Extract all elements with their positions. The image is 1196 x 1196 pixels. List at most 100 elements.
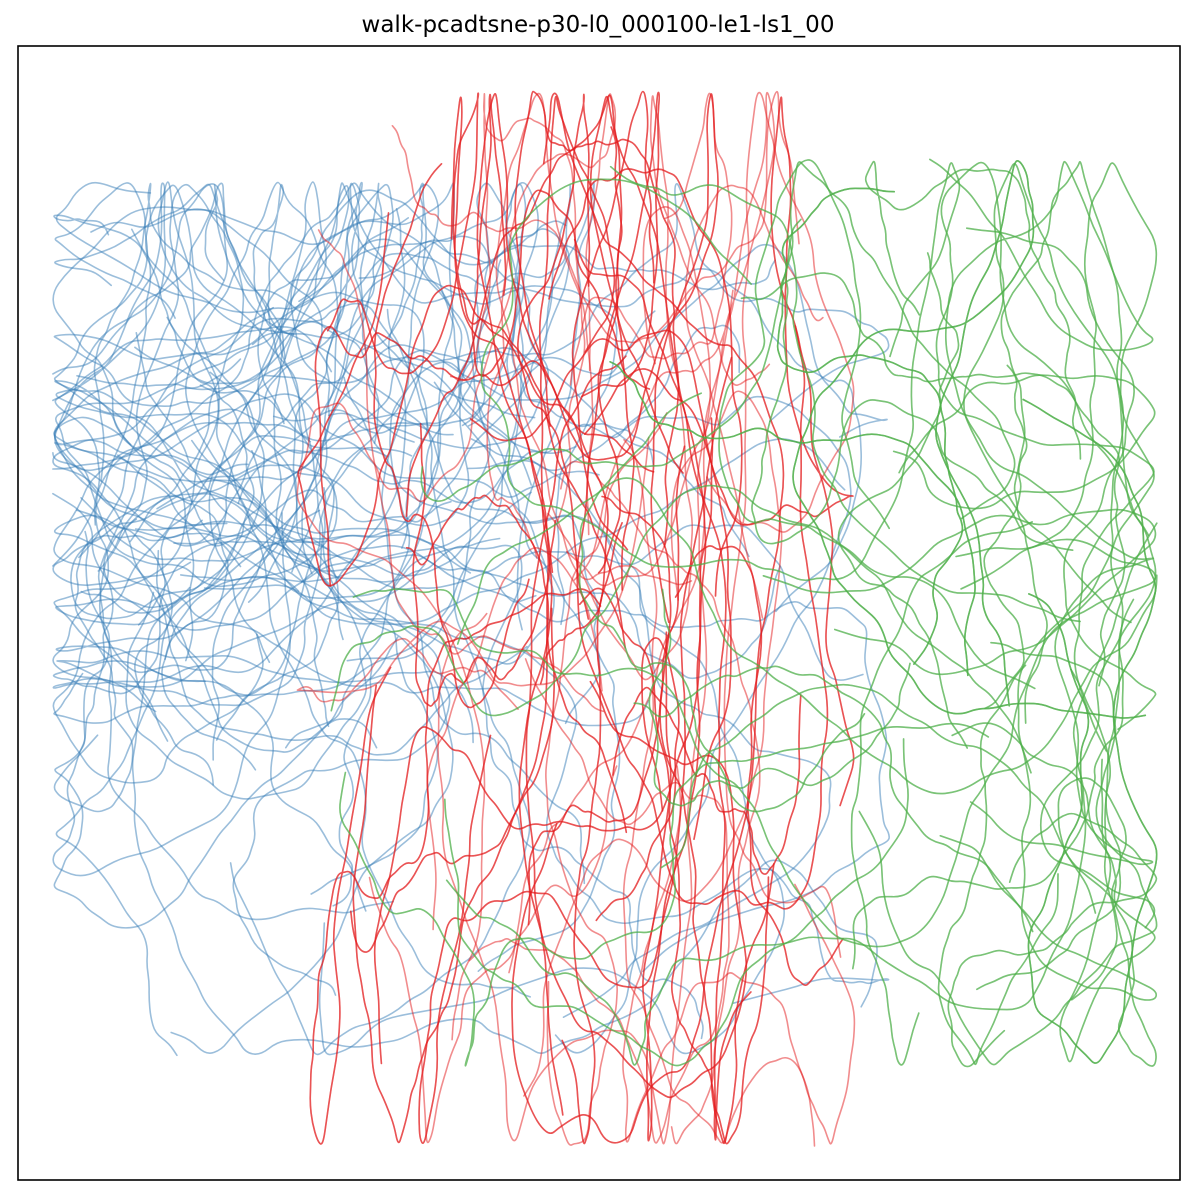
trajectory-line <box>52 491 532 587</box>
trajectory-line <box>740 272 1126 687</box>
trajectory-line <box>609 361 976 677</box>
trajectory-line <box>339 722 990 1067</box>
trajectory-line <box>560 460 761 1145</box>
trajectory-line <box>495 90 800 586</box>
trajectory-line <box>1022 398 1158 1064</box>
trajectory-line <box>117 182 890 483</box>
trajectory-line <box>523 390 783 1097</box>
trajectory-line <box>850 521 1033 1066</box>
trajectory-line <box>751 218 1074 551</box>
series-2 <box>330 158 1158 1068</box>
trajectory-line <box>633 665 1034 933</box>
trajectory-line <box>52 512 292 877</box>
trajectory-line <box>131 586 878 1055</box>
trajectory-line <box>418 356 733 1144</box>
trajectory-line <box>53 238 532 527</box>
trajectory-line <box>215 183 340 741</box>
trajectory-line <box>368 765 618 1144</box>
trajectory-line <box>53 181 596 697</box>
trajectory-line <box>983 364 1028 710</box>
trajectory-line <box>317 229 605 713</box>
trajectory-line <box>412 423 557 707</box>
trajectory-line <box>52 184 304 761</box>
trajectory-line <box>660 683 1156 1063</box>
trajectory-line <box>684 184 824 619</box>
trajectory-line <box>56 563 474 744</box>
trajectory-line <box>330 484 1036 717</box>
trajectory-line <box>52 452 864 681</box>
trajectory-line <box>548 168 743 597</box>
trajectory-line <box>318 459 785 1056</box>
trajectory-line <box>204 184 601 725</box>
trajectory-line <box>527 445 686 926</box>
trajectory-line <box>892 374 1156 510</box>
trajectory-line <box>251 450 890 1004</box>
trajectory-line <box>937 664 1059 1066</box>
trajectory-line <box>310 487 439 895</box>
trajectory-line <box>420 161 1016 520</box>
trajectory-line <box>405 94 635 591</box>
trajectory-line <box>674 545 844 986</box>
trajectory-line <box>792 160 1147 719</box>
trajectory-line <box>309 588 602 1145</box>
trajectory-line <box>597 126 623 574</box>
trajectory-line <box>601 495 775 1145</box>
trajectory-line <box>229 308 531 1056</box>
trajectory-line <box>444 738 909 1067</box>
trajectory-line <box>939 162 1158 1001</box>
trajectory-line <box>966 227 1157 730</box>
trajectory-line <box>929 158 1155 866</box>
trajectory-line <box>54 380 781 680</box>
trajectory-line <box>373 163 530 709</box>
trajectory-line <box>762 508 1157 676</box>
trajectory-line <box>54 182 454 436</box>
trajectory-line <box>939 162 1158 1001</box>
trajectory-line <box>947 812 1158 1068</box>
trajectory-line <box>963 163 1132 1001</box>
trajectory-line <box>852 598 1135 970</box>
trajectory-line <box>612 686 802 875</box>
trajectory-line <box>352 607 555 1144</box>
trajectory-line <box>578 392 866 813</box>
trajectory-line <box>314 93 719 624</box>
trajectory-line <box>134 526 704 1040</box>
trajectory-line <box>405 494 628 834</box>
trajectory-line <box>947 812 1158 1068</box>
trajectory-line <box>125 537 501 800</box>
trajectory-line <box>469 329 732 840</box>
trajectory-line <box>170 439 454 1054</box>
trajectory-line <box>53 181 363 408</box>
trajectory-line <box>539 90 655 685</box>
trajectory-line <box>300 544 890 973</box>
trajectory-line <box>53 530 399 929</box>
trajectory-line <box>578 587 770 1145</box>
chart-title: walk-pcadtsne-p30-l0_000100-le1-ls1_00 <box>361 12 835 38</box>
trajectory-line <box>935 161 1157 929</box>
trajectory-line <box>449 93 586 523</box>
trajectory-line <box>561 522 623 1145</box>
trajectory-line <box>55 352 475 662</box>
trajectory-line <box>339 722 990 1067</box>
trajectory-line <box>517 93 591 620</box>
trajectory-line <box>166 316 451 996</box>
trajectory-line <box>983 364 1028 710</box>
trajectory-line <box>508 206 712 974</box>
trajectory-line <box>1000 160 1150 724</box>
trajectory-line <box>135 332 555 665</box>
trajectory-line <box>155 549 528 756</box>
trajectory-line <box>437 289 734 1145</box>
trajectory-line <box>52 182 600 498</box>
trajectory-line <box>53 182 537 603</box>
trajectory-line <box>93 182 380 482</box>
plot-frame <box>17 45 1181 1181</box>
trajectory-line <box>53 421 650 727</box>
trajectory-line <box>480 162 961 582</box>
trajectory-line <box>864 160 1082 460</box>
trajectory-line <box>55 181 586 885</box>
trajectory-line <box>837 252 968 749</box>
trajectory-line <box>589 95 752 1141</box>
trajectory-line <box>52 325 333 713</box>
trajectory-line <box>444 738 909 1067</box>
trajectory-line <box>237 324 741 505</box>
